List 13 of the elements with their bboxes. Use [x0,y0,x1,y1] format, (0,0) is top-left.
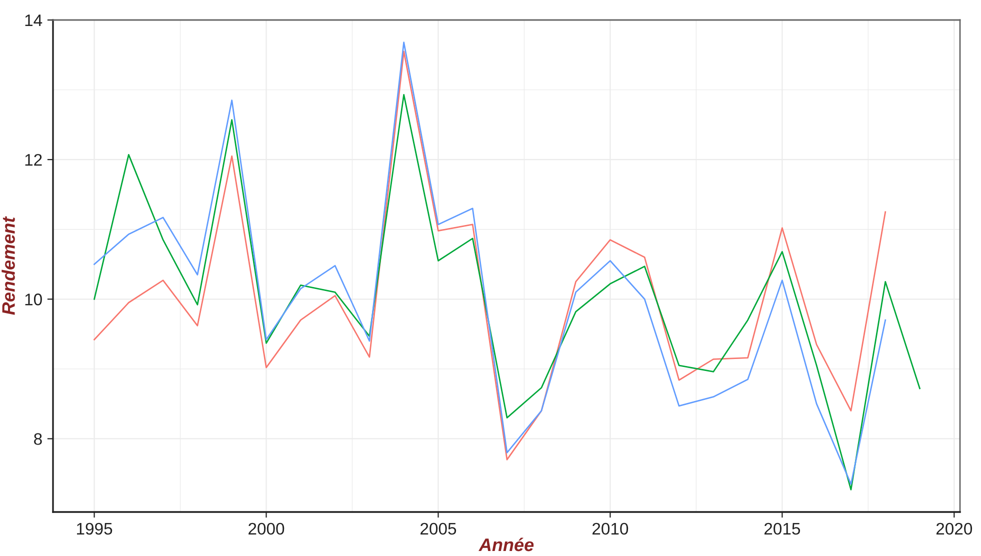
line-series [94,94,920,490]
x-axis-title: Année [478,538,534,552]
y-tick-label: 14 [25,14,42,26]
x-tick-label: 2005 [420,522,456,535]
y-tick-label: 10 [25,294,42,306]
x-tick-label: 1995 [77,522,112,535]
x-tick-label: 2000 [248,522,284,535]
y-tick-label: 8 [34,433,42,445]
x-tick-label: 2020 [936,522,972,535]
x-tick-label: 2015 [764,522,800,535]
x-tick-label: 2010 [592,522,628,535]
y-tick-label: 12 [25,154,42,166]
y-axis-title: Rendement [2,216,15,315]
